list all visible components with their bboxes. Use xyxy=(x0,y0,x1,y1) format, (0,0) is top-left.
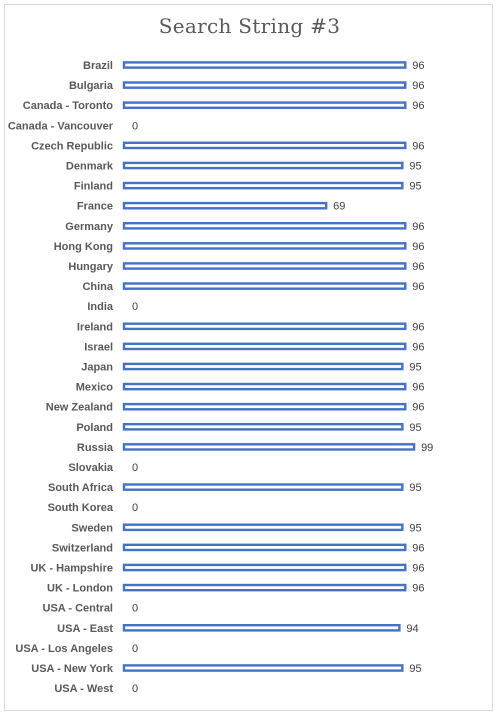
bar-new-zealand xyxy=(122,402,407,411)
value-label-germany: 96 xyxy=(412,221,424,233)
category-label-uk-hampshire: UK - Hampshire xyxy=(30,563,113,575)
value-label-russia: 99 xyxy=(421,442,433,454)
category-label-hong-kong: Hong Kong xyxy=(54,241,113,253)
value-label-japan: 95 xyxy=(409,362,421,374)
chart-frame xyxy=(4,4,493,711)
category-label-brazil: Brazil xyxy=(83,60,113,72)
bar-denmark xyxy=(122,161,404,170)
chart-title: Search String #3 xyxy=(158,14,341,38)
value-label-switzerland: 96 xyxy=(412,542,424,554)
value-label-denmark: 95 xyxy=(409,161,421,173)
value-label-usa-east: 94 xyxy=(406,623,418,635)
category-label-mexico: Mexico xyxy=(76,382,114,394)
category-label-finland: Finland xyxy=(74,181,113,193)
value-label-mexico: 96 xyxy=(412,382,424,394)
category-label-usa-los-angeles: USA - Los Angeles xyxy=(15,643,113,655)
bar-poland xyxy=(122,423,404,431)
category-label-india: India xyxy=(87,301,114,313)
bar-canada-toronto xyxy=(122,101,407,109)
bar-mexico xyxy=(122,382,407,391)
bar-uk-london xyxy=(122,583,407,592)
value-label-czech-republic: 96 xyxy=(412,140,424,152)
value-label-uk-london: 96 xyxy=(412,583,424,595)
value-label-usa-new-york: 95 xyxy=(409,663,421,675)
category-label-south-africa: South Africa xyxy=(48,482,114,494)
bar-bulgaria xyxy=(122,81,407,89)
bar-japan xyxy=(122,362,404,371)
category-label-sweden: Sweden xyxy=(71,522,113,534)
value-label-poland: 95 xyxy=(409,422,421,434)
bar-switzerland xyxy=(122,543,407,552)
bar-hungary xyxy=(122,262,407,270)
bar-uk-hampshire xyxy=(122,563,407,572)
bar-finland xyxy=(122,181,404,190)
value-label-bulgaria: 96 xyxy=(412,80,424,92)
bar-usa-east xyxy=(122,624,401,632)
value-label-china: 96 xyxy=(412,281,424,293)
category-label-canada-toronto: Canada - Toronto xyxy=(23,100,114,112)
value-label-slovakia: 0 xyxy=(132,462,138,474)
category-label-usa-west: USA - West xyxy=(54,683,113,695)
bar-sweden xyxy=(122,523,404,532)
bar-czech-republic xyxy=(122,141,407,150)
category-label-switzerland: Switzerland xyxy=(52,542,113,554)
bar-israel xyxy=(122,342,407,351)
value-label-usa-west: 0 xyxy=(132,683,138,695)
value-label-sweden: 95 xyxy=(409,522,421,534)
bar-south-africa xyxy=(122,483,404,491)
value-label-brazil: 96 xyxy=(412,60,424,72)
bar-russia xyxy=(122,443,416,451)
category-label-poland: Poland xyxy=(76,422,113,434)
value-label-canada-vancouver: 0 xyxy=(132,120,138,132)
value-label-finland: 95 xyxy=(409,181,421,193)
value-label-hong-kong: 96 xyxy=(412,241,424,253)
value-label-south-korea: 0 xyxy=(132,502,138,514)
category-label-france: France xyxy=(77,201,113,213)
bar-ireland xyxy=(122,322,407,331)
category-label-germany: Germany xyxy=(65,221,114,233)
value-label-ireland: 96 xyxy=(412,321,424,333)
category-label-usa-new-york: USA - New York xyxy=(31,663,114,675)
value-label-hungary: 96 xyxy=(412,261,424,273)
category-labels: Brazil Bulgaria Canada - Toronto Canada - V… xyxy=(8,60,114,695)
value-label-israel: 96 xyxy=(412,341,424,353)
category-label-ireland: Ireland xyxy=(77,321,113,333)
category-label-czech-republic: Czech Republic xyxy=(31,140,113,152)
category-label-denmark: Denmark xyxy=(66,161,114,173)
category-label-canada-vancouver: Canada - Vancouver xyxy=(8,120,114,132)
value-label-south-africa: 95 xyxy=(409,482,421,494)
category-label-hungary: Hungary xyxy=(68,261,114,273)
value-label-uk-hampshire: 96 xyxy=(412,563,424,575)
category-label-usa-east: USA - East xyxy=(57,623,113,635)
value-label-india: 0 xyxy=(132,301,138,313)
value-label-usa-los-angeles: 0 xyxy=(132,643,138,655)
category-label-south-korea: South Korea xyxy=(48,502,114,514)
category-label-new-zealand: New Zealand xyxy=(46,402,113,414)
value-label-usa-central: 0 xyxy=(132,603,138,615)
bar-china xyxy=(122,282,407,290)
category-label-japan: Japan xyxy=(81,362,113,374)
bar-france xyxy=(122,201,328,210)
category-label-russia: Russia xyxy=(77,442,114,454)
bars xyxy=(122,61,416,672)
bar-brazil xyxy=(122,61,407,69)
category-label-bulgaria: Bulgaria xyxy=(69,80,114,92)
value-labels: 9696960969595699696969609696959696959909… xyxy=(132,60,433,695)
category-label-usa-central: USA - Central xyxy=(43,603,114,615)
bar-hong-kong xyxy=(122,242,407,250)
category-label-slovakia: Slovakia xyxy=(68,462,114,474)
bar-usa-new-york xyxy=(122,664,404,672)
category-label-uk-london: UK - London xyxy=(47,583,113,595)
category-label-china: China xyxy=(82,281,113,293)
value-label-france: 69 xyxy=(333,201,345,213)
bar-germany xyxy=(122,221,407,230)
category-label-israel: Israel xyxy=(84,341,113,353)
value-label-canada-toronto: 96 xyxy=(412,100,424,112)
value-label-new-zealand: 96 xyxy=(412,402,424,414)
